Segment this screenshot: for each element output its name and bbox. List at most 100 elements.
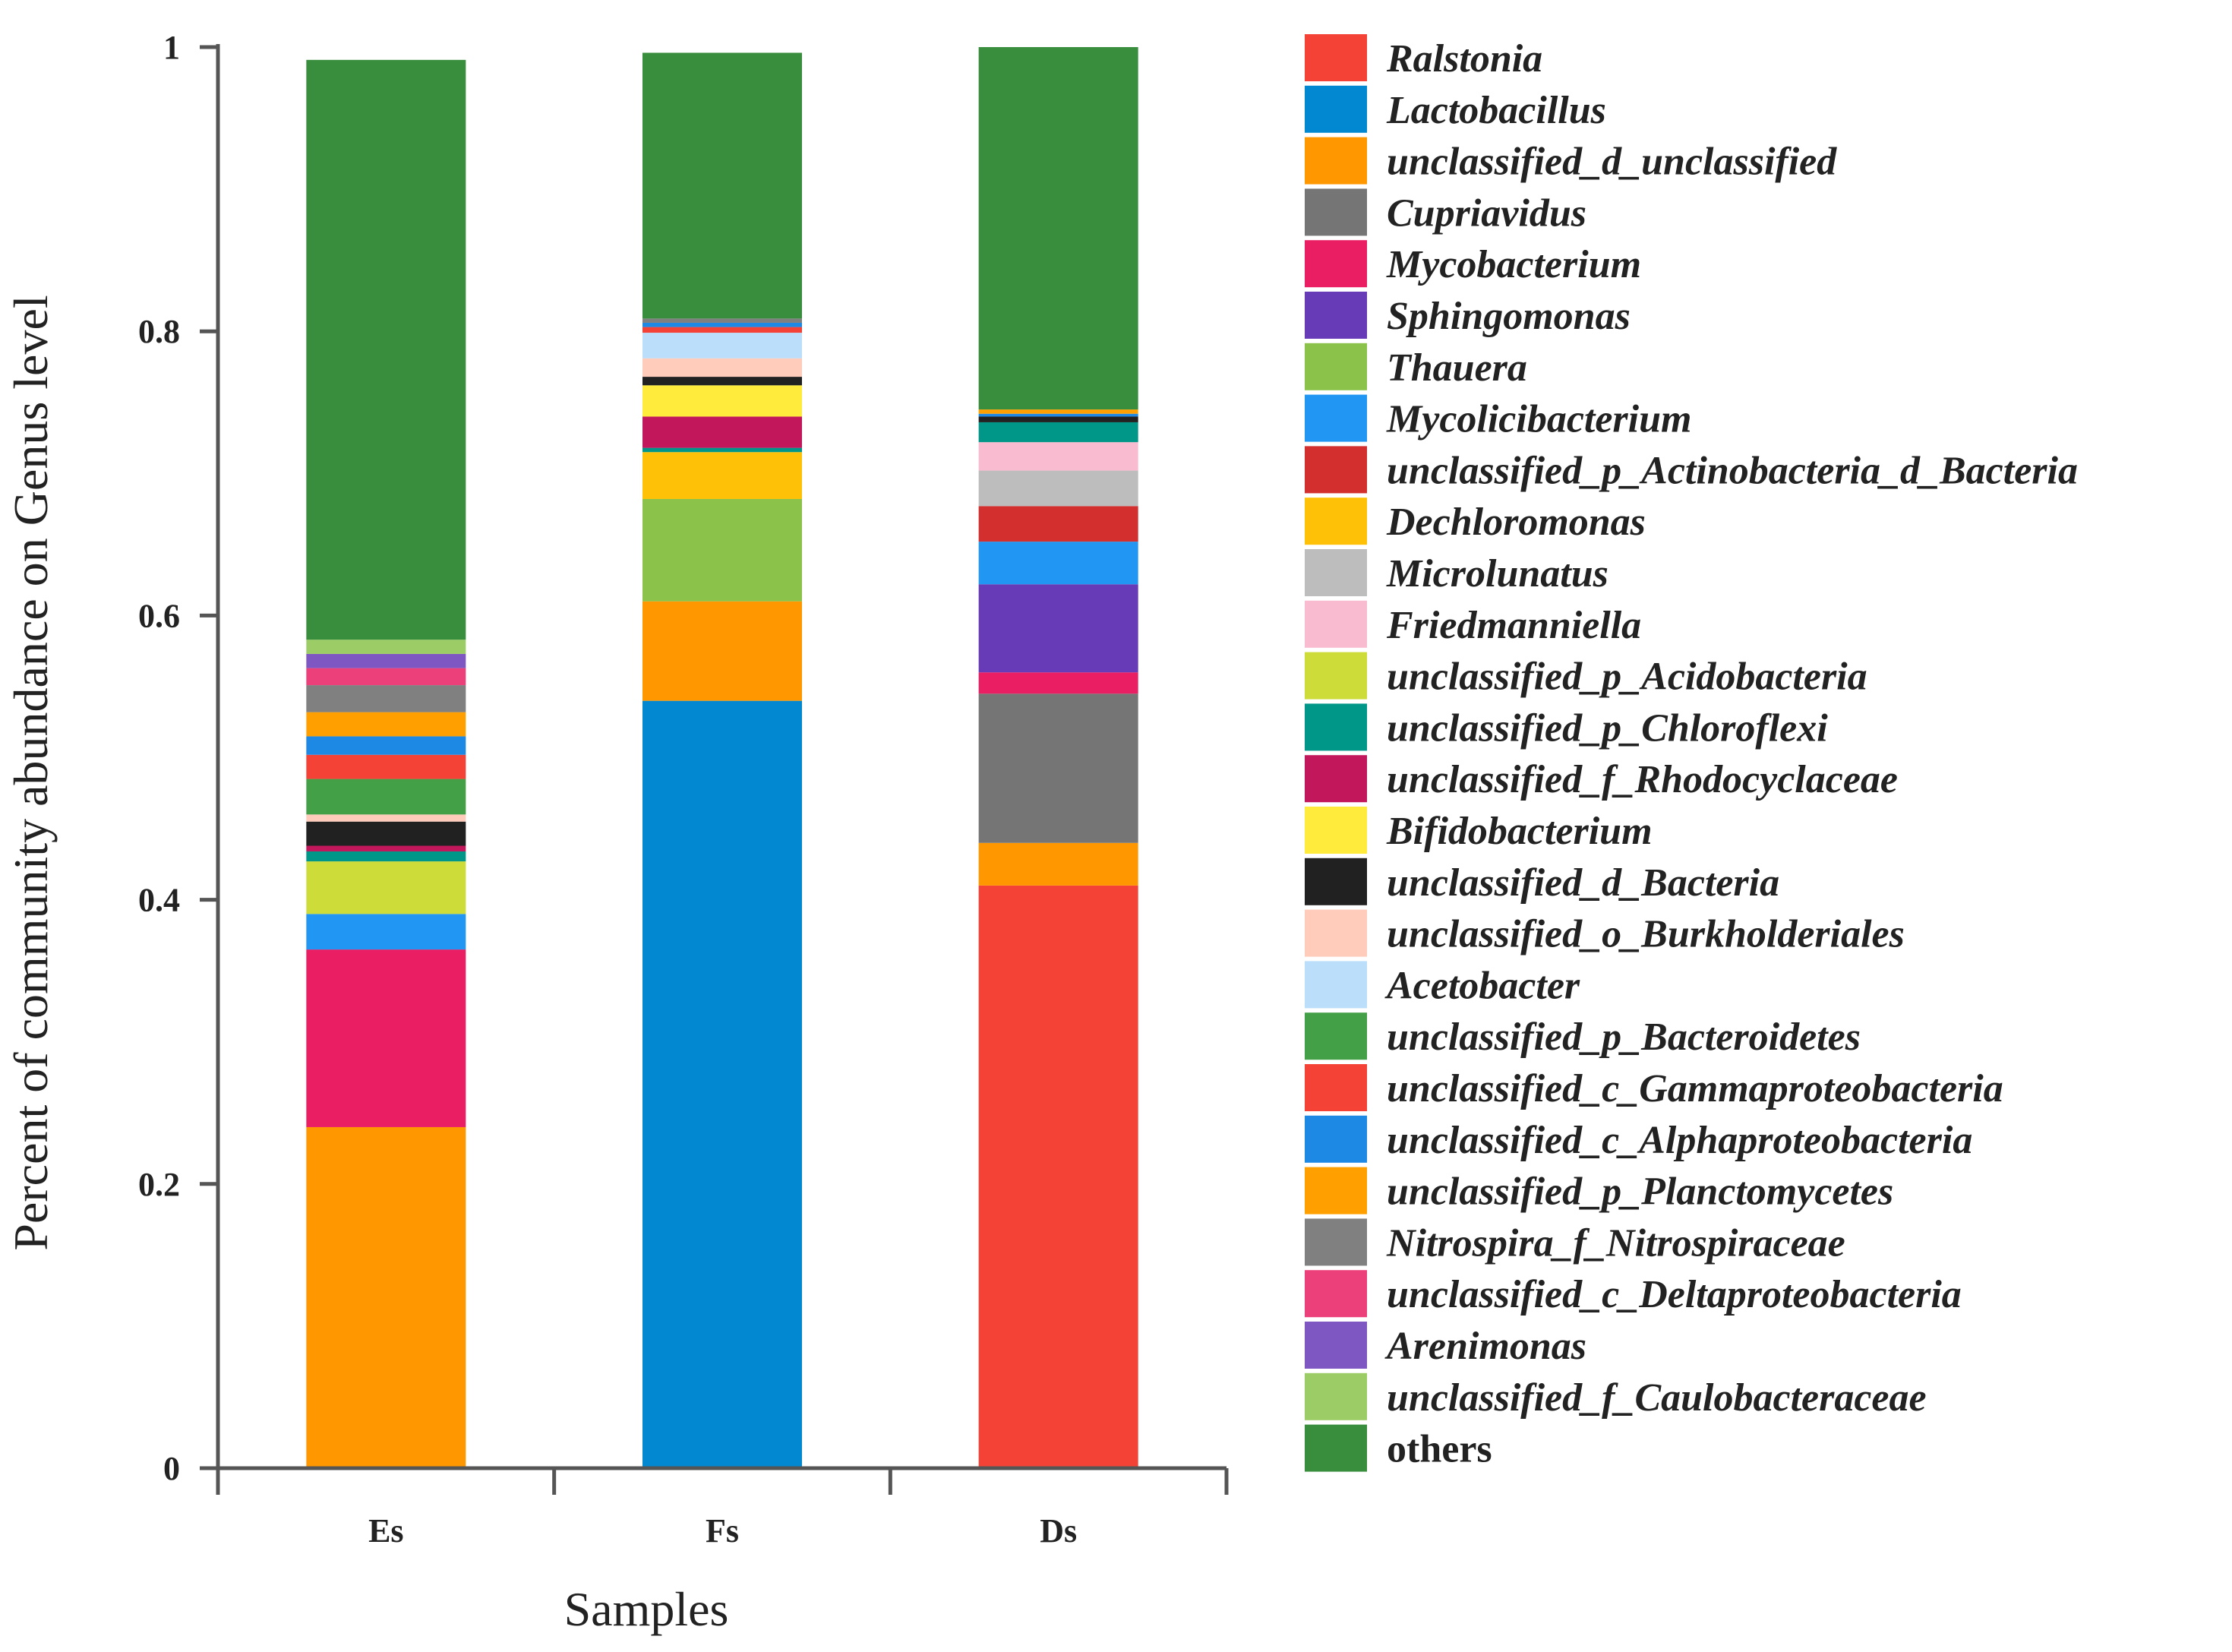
legend-swatch-bifidobacterium [1305, 807, 1367, 854]
legend-label-thauera: Thauera [1387, 346, 1527, 390]
bar-segment-ds-unclassified-p-actinobacteria-d-bacteria [978, 506, 1138, 542]
legend-swatch-unclassified-c-deltaproteobacteria [1305, 1270, 1367, 1318]
legend-swatch-friedmanniella [1305, 600, 1367, 648]
bars-layer [306, 47, 1138, 1468]
legend-label-unclassified-p-bacteroidetes: unclassified_p_Bacteroidetes [1387, 1016, 1861, 1059]
x-axis-title: Samples [564, 1582, 729, 1636]
legend-swatch-nitrospira-f-nitrospiraceae [1305, 1218, 1367, 1266]
legend-label-unclassified-o-burkholderiales: unclassified_o_Burkholderiales [1387, 913, 1905, 956]
legend-swatch-unclassified-p-acidobacteria [1305, 652, 1367, 700]
legend-label-unclassified-c-deltaproteobacteria: unclassified_c_Deltaproteobacteria [1387, 1273, 1962, 1316]
legend-swatch-microlunatus [1305, 549, 1367, 596]
legend-swatch-unclassified-d-bacteria [1305, 858, 1367, 905]
legend-label-unclassified-d-unclassified: unclassified_d_unclassified [1387, 141, 1837, 184]
bar-segment-es-others [306, 59, 466, 640]
legend-swatch-dechloromonas [1305, 497, 1367, 545]
bar-segment-fs-lactobacillus [642, 700, 802, 1468]
legend-label-ralstonia: Ralstonia [1386, 37, 1542, 81]
legend-label-arenimonas: Arenimonas [1384, 1325, 1586, 1368]
legend: Ralstonia Lactobacillus unclassified_d_unc… [1305, 34, 2078, 1472]
legend-swatch-mycolicibacterium [1305, 394, 1367, 442]
legend-label-mycobacterium: Mycobacterium [1386, 243, 1641, 286]
legend-label-dechloromonas: Dechloromonas [1386, 501, 1646, 544]
legend-swatch-unclassified-p-planctomycetes [1305, 1167, 1367, 1215]
bar-segment-fs-unclassified-c-gammaproteobacteria [642, 327, 802, 333]
legend-label-friedmanniella: Friedmanniella [1386, 604, 1641, 647]
bar-segment-fs-thauera [642, 498, 802, 602]
bar-segment-es-mycobacterium [306, 949, 466, 1127]
legend-swatch-unclassified-p-actinobacteria-d-bacteria [1305, 446, 1367, 494]
bar-segment-fs-nitrospira-f-nitrospiraceae [642, 318, 802, 323]
legend-swatch-acetobacter [1305, 961, 1367, 1009]
bar-segment-ds-friedmanniella [978, 442, 1138, 471]
legend-swatch-cupriavidus [1305, 188, 1367, 236]
bar-segment-fs-unclassified-d-bacteria [642, 377, 802, 386]
bar-segment-es-unclassified-c-deltaproteobacteria [306, 668, 466, 686]
legend-swatch-unclassified-d-unclassified [1305, 137, 1367, 185]
legend-label-cupriavidus: Cupriavidus [1387, 191, 1586, 235]
bar-segment-fs-acetobacter [642, 333, 802, 359]
x-tick-label-ds: Ds [1040, 1512, 1077, 1549]
x-ticks: Es Fs Ds [216, 1468, 1229, 1549]
legend-label-nitrospira-f-nitrospiraceae: Nitrospira_f_Nitrospiraceae [1386, 1221, 1845, 1265]
bar-segment-es-unclassified-o-burkholderiales [306, 814, 466, 822]
legend-swatch-sphingomonas [1305, 292, 1367, 339]
y-tick-label: 0.4 [138, 882, 180, 919]
legend-label-unclassified-p-chloroflexi: unclassified_p_Chloroflexi [1387, 706, 1828, 750]
legend-label-microlunatus: Microlunatus [1386, 552, 1608, 595]
legend-swatch-unclassified-o-burkholderiales [1305, 909, 1367, 957]
y-tick-label: 1 [163, 29, 180, 66]
bar-segment-es-unclassified-c-gammaproteobacteria [306, 754, 466, 779]
legend-label-sphingomonas: Sphingomonas [1387, 295, 1631, 338]
legend-swatch-ralstonia [1305, 34, 1367, 81]
bar-segment-ds-microlunatus [978, 470, 1138, 507]
legend-swatch-unclassified-f-caulobacteraceae [1305, 1372, 1367, 1420]
bar-segment-ds-unclassified-d-unclassified [978, 842, 1138, 886]
legend-swatch-arenimonas [1305, 1322, 1367, 1369]
bar-segment-es-unclassified-c-alphaproteobacteria [306, 736, 466, 755]
legend-swatch-unclassified-p-bacteroidetes [1305, 1012, 1367, 1060]
axes-layer [216, 44, 1226, 1495]
legend-label-unclassified-p-planctomycetes: unclassified_p_Planctomycetes [1387, 1170, 1893, 1214]
legend-label-unclassified-f-caulobacteraceae: unclassified_f_Caulobacteraceae [1387, 1376, 1927, 1420]
bar-segment-fs-bifidobacterium [642, 385, 802, 417]
legend-swatch-unclassified-f-rhodocyclaceae [1305, 755, 1367, 803]
bar-segment-es-unclassified-p-bacteroidetes [306, 779, 466, 815]
legend-swatch-thauera [1305, 343, 1367, 390]
bar-segment-es-unclassified-f-caulobacteraceae [306, 640, 466, 654]
bar-segment-fs-unclassified-c-alphaproteobacteria [642, 322, 802, 327]
legend-label-unclassified-f-rhodocyclaceae: unclassified_f_Rhodocyclaceae [1387, 758, 1898, 801]
bar-segment-ds-ralstonia [978, 885, 1138, 1468]
bar-segment-ds-others [978, 47, 1138, 410]
bar-segment-ds-cupriavidus [978, 693, 1138, 843]
legend-label-acetobacter: Acetobacter [1384, 964, 1580, 1007]
bar-segment-fs-others [642, 52, 802, 319]
bar-segment-fs-unclassified-d-unclassified [642, 601, 802, 701]
legend-label-mycolicibacterium: Mycolicibacterium [1386, 398, 1691, 441]
legend-label-unclassified-c-alphaproteobacteria: unclassified_c_Alphaproteobacteria [1387, 1119, 1972, 1162]
bar-segment-ds-unclassified-c-alphaproteobacteria [978, 413, 1138, 417]
bar-segment-ds-sphingomonas [978, 584, 1138, 673]
bar-segment-ds-unclassified-p-chloroflexi [978, 422, 1138, 443]
bar-segment-fs-unclassified-o-burkholderiales [642, 358, 802, 377]
bar-segment-es-unclassified-d-bacteria [306, 821, 466, 846]
bar-segment-ds-mycobacterium [978, 672, 1138, 694]
legend-label-unclassified-c-gammaproteobacteria: unclassified_c_Gammaproteobacteria [1387, 1067, 2003, 1110]
bar-segment-es-nitrospira-f-nitrospiraceae [306, 685, 466, 712]
legend-swatch-unclassified-c-alphaproteobacteria [1305, 1115, 1367, 1163]
bar-segment-ds-mycolicibacterium [978, 542, 1138, 585]
bar-segment-es-unclassified-p-planctomycetes [306, 712, 466, 737]
legend-swatch-lactobacillus [1305, 85, 1367, 133]
legend-label-lactobacillus: Lactobacillus [1386, 89, 1606, 132]
legend-label-others: others [1387, 1428, 1492, 1471]
legend-swatch-mycobacterium [1305, 240, 1367, 288]
legend-label-unclassified-p-acidobacteria: unclassified_p_Acidobacteria [1387, 655, 1867, 699]
bar-segment-es-unclassified-p-acidobacteria [306, 861, 466, 914]
x-tick-label-es: Es [368, 1512, 403, 1549]
bar-segment-ds-unclassified-d-bacteria [978, 416, 1138, 422]
y-axis-title: Percent of community abundance on Genus … [4, 295, 58, 1250]
y-tick-label: 0.8 [138, 313, 180, 350]
legend-swatch-unclassified-c-gammaproteobacteria [1305, 1064, 1367, 1111]
y-tick-label: 0.6 [138, 597, 180, 634]
